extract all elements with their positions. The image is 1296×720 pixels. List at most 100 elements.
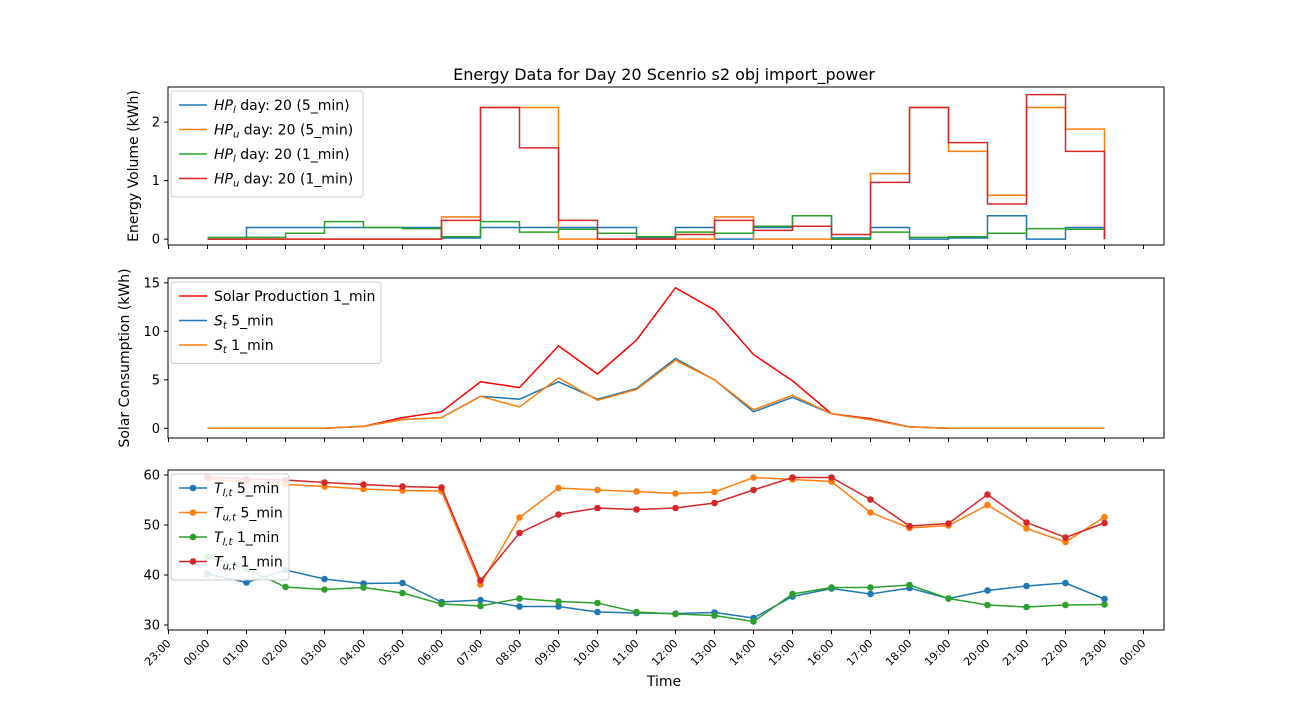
legend-entry-main: HP xyxy=(214,98,234,114)
data-point xyxy=(984,491,991,498)
data-point xyxy=(633,608,640,616)
series-line xyxy=(207,357,1105,430)
data-point xyxy=(243,579,250,586)
data-point xyxy=(555,484,562,492)
axes-frame xyxy=(167,86,1165,246)
data-point xyxy=(945,595,952,602)
legend-entry-subscript: t xyxy=(223,345,228,356)
data-point xyxy=(750,618,757,625)
data-point xyxy=(750,474,757,481)
legend-entry-subscript: u,t xyxy=(223,513,238,524)
solar-consumption-subplot: Solar Consumption (kWh) 0 5 10 15 Solar Prod… xyxy=(117,268,1165,448)
data-point xyxy=(1101,595,1108,603)
y-tick-label: 60 xyxy=(143,469,160,484)
data-point xyxy=(555,511,562,518)
legend-entry-subscript: t xyxy=(223,321,228,332)
legend-entry-rest: day: 20 (5_min) xyxy=(236,98,350,114)
data-point xyxy=(1062,579,1069,587)
x-tick-label: 09:00 xyxy=(532,637,564,669)
data-point xyxy=(1101,513,1108,521)
legend-entry-subscript: l xyxy=(233,105,236,116)
x-tick-label: 02:00 xyxy=(259,637,291,669)
data-point xyxy=(867,496,874,503)
y-tick-label: 15 xyxy=(143,276,160,291)
legend-entry-rest: day: 20 (1_min) xyxy=(236,147,350,163)
x-tick-label: 12:00 xyxy=(649,637,681,669)
x-tick-label: 07:00 xyxy=(454,637,486,669)
data-point xyxy=(399,483,406,490)
data-point xyxy=(906,522,913,530)
data-point xyxy=(711,612,718,619)
legend-entry: Tl,t 1_min xyxy=(214,530,279,548)
x-tick-label: 01:00 xyxy=(220,637,252,669)
x-tick-label: 22:00 xyxy=(1039,637,1071,669)
legend-entry-main: T xyxy=(214,555,224,571)
data-point xyxy=(828,584,835,591)
x-tick-label: 05:00 xyxy=(376,637,408,669)
x-tick-label: 17:00 xyxy=(844,637,876,669)
series-line xyxy=(207,569,1105,619)
y-tick-label: 2 xyxy=(152,116,160,131)
data-point xyxy=(516,514,523,521)
legend-entry-rest: 5_min xyxy=(227,314,274,330)
x-tick-label: 00:00 xyxy=(181,637,213,669)
x-tick-label: 03:00 xyxy=(298,637,330,669)
series-line xyxy=(207,359,1105,430)
series-line xyxy=(207,214,1106,240)
legend-entry-main: HP xyxy=(214,172,234,188)
legend-entry: HPu day: 20 (1_min) xyxy=(214,172,353,190)
legend-entry-rest: 1_min xyxy=(236,555,283,571)
data-point xyxy=(516,529,523,537)
data-point xyxy=(1062,534,1069,541)
legend-marker xyxy=(189,533,197,541)
legend-entry: HPl day: 20 (1_min) xyxy=(214,147,350,165)
legend-entry-subscript: u,t xyxy=(223,562,238,573)
legend-entry-rest: 1_min xyxy=(227,338,274,354)
data-point xyxy=(321,575,328,583)
axes-frame xyxy=(167,277,1165,439)
data-point xyxy=(828,474,835,481)
series-line xyxy=(207,555,1105,623)
legend-entry-subscript: l,t xyxy=(223,537,234,548)
data-point xyxy=(1023,519,1030,526)
legend-entry: Tl,t 5_min xyxy=(214,481,279,499)
x-axis-label: Time xyxy=(646,674,681,690)
legend-entry-main: HP xyxy=(214,147,234,163)
y-tick-label: 5 xyxy=(152,373,160,388)
x-tick-label: 06:00 xyxy=(415,637,447,669)
x-tick-label: 10:00 xyxy=(571,637,603,669)
data-point xyxy=(399,579,406,587)
x-tick-label: 11:00 xyxy=(610,637,642,669)
data-point xyxy=(672,504,679,512)
x-tick-label: 16:00 xyxy=(805,637,837,669)
data-point xyxy=(477,596,484,604)
legend-box xyxy=(170,281,382,364)
series-line xyxy=(207,93,1106,240)
data-point xyxy=(750,486,757,494)
data-point xyxy=(711,488,718,496)
solar-consumption-y-axis-label: Solar Consumption (kWh) xyxy=(117,268,133,447)
data-point xyxy=(594,599,601,607)
data-point xyxy=(984,601,991,609)
x-tick-label: 14:00 xyxy=(727,637,759,669)
data-point xyxy=(438,484,445,491)
legend-entry-subscript: l,t xyxy=(223,488,234,499)
legend-entry-main: Solar Production 1_min xyxy=(214,289,375,305)
data-point xyxy=(594,608,601,616)
data-point xyxy=(1101,519,1108,527)
y-tick-label: 1 xyxy=(152,174,160,189)
legend-marker xyxy=(189,484,197,492)
legend-entry: Solar Production 1_min xyxy=(214,289,375,305)
data-point xyxy=(555,598,562,605)
legend-entry-rest: 5_min xyxy=(236,506,283,522)
y-tick-label: 10 xyxy=(143,325,160,340)
data-point xyxy=(789,474,796,481)
legend-entry-subscript: u xyxy=(233,179,239,190)
x-tick-label: 23:00 xyxy=(142,637,174,669)
legend-marker xyxy=(189,509,197,516)
legend-entry-main: S xyxy=(214,314,223,330)
x-tick-label: 23:00 xyxy=(1078,637,1110,669)
y-tick-label: 0 xyxy=(152,233,160,248)
